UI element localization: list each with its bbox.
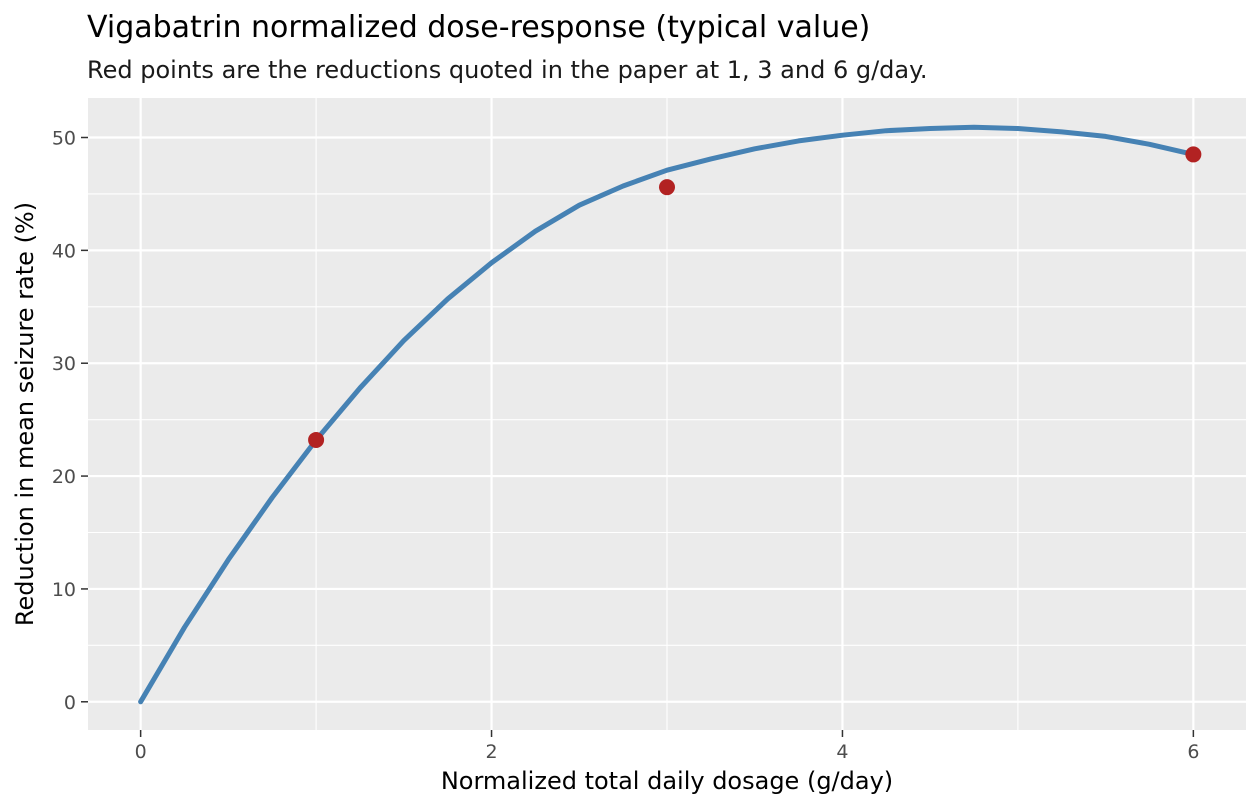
chart-subtitle: Red points are the reductions quoted in … <box>87 56 928 84</box>
y-tick-label: 20 <box>52 466 76 488</box>
y-axis-title: Reduction in mean seizure rate (%) <box>11 202 39 626</box>
y-tick-label: 10 <box>52 579 76 601</box>
x-tick-label: 2 <box>485 741 497 763</box>
x-tick-label: 4 <box>836 741 848 763</box>
chart-title: Vigabatrin normalized dose-response (typ… <box>87 10 870 45</box>
y-tick-label: 30 <box>52 353 76 375</box>
y-axis: 0 10 20 30 40 50 <box>52 128 88 714</box>
minor-gridlines <box>88 98 1246 730</box>
y-tick-label: 0 <box>64 692 76 714</box>
x-axis-title: Normalized total daily dosage (g/day) <box>441 767 893 795</box>
x-tick-label: 6 <box>1187 741 1199 763</box>
y-tick-label: 50 <box>52 128 76 150</box>
reported-reduction-point <box>1185 146 1202 163</box>
reported-reduction-point <box>659 179 675 196</box>
x-tick-label: 0 <box>135 741 147 763</box>
major-gridlines <box>88 98 1246 730</box>
series-layer <box>138 124 1202 705</box>
reported-reduction-point <box>308 431 325 448</box>
y-tick-label: 40 <box>52 240 76 262</box>
x-axis: 0 2 4 6 <box>135 730 1199 763</box>
